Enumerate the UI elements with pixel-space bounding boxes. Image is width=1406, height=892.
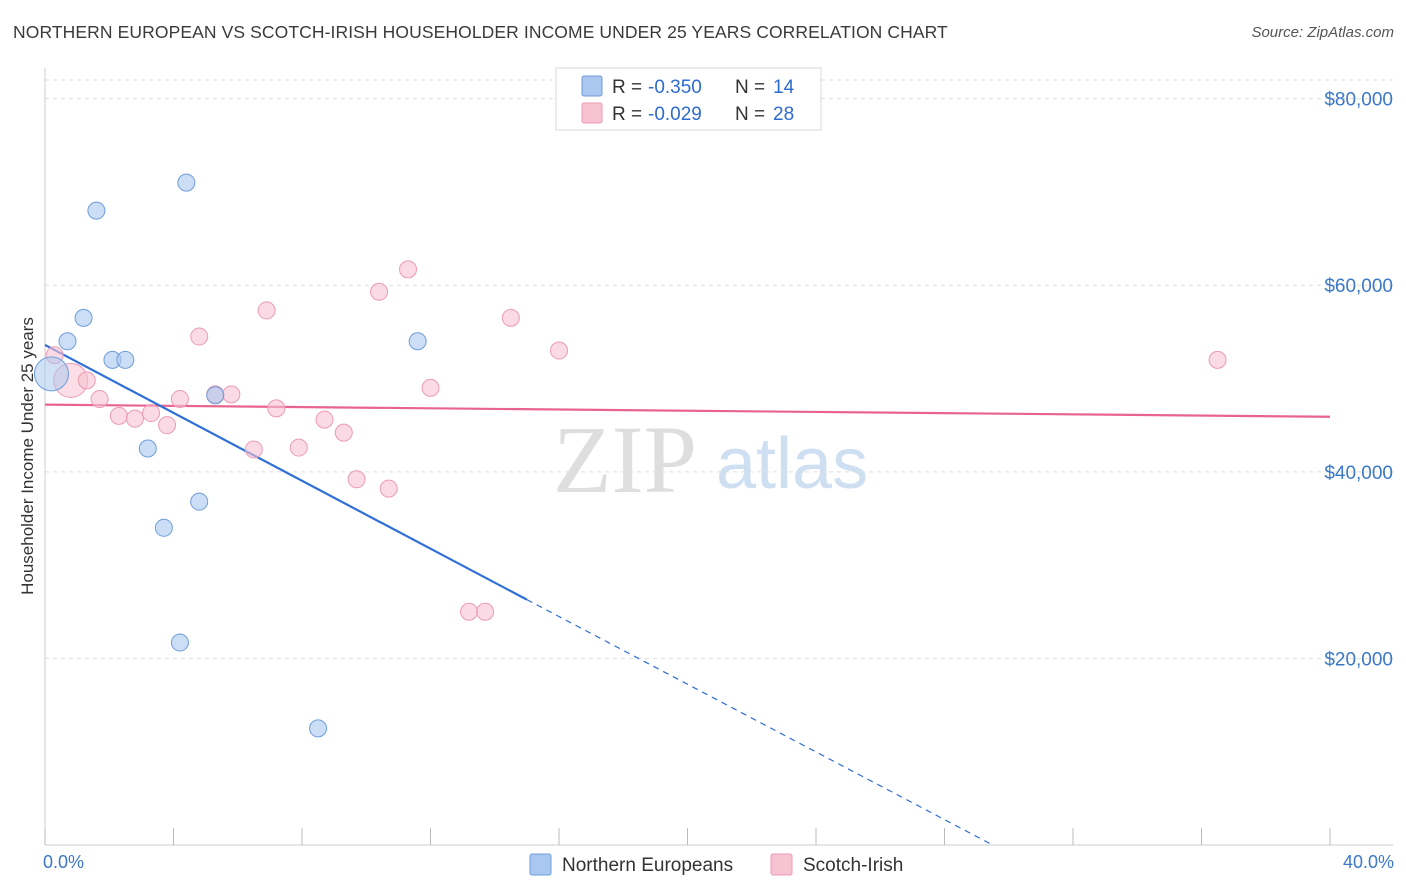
point-northern-europeans [408, 332, 427, 351]
point-scotch-irish [170, 390, 189, 409]
point-scotch-irish [501, 308, 520, 327]
point-northern-europeans [116, 350, 135, 369]
y-axis-tick-labels: $20,000 $40,000 $60,000 $80,000 [1324, 90, 1393, 671]
point-scotch-irish [77, 371, 96, 390]
y-tick-label: $40,000 [1324, 463, 1393, 484]
point-northern-europeans [190, 492, 209, 511]
point-scotch-irish [267, 399, 286, 418]
series-legend-swatch-northern-europeans [529, 853, 552, 876]
point-scotch-irish [222, 385, 241, 404]
legend-r-label-1: R = [612, 104, 642, 125]
legend-r-label-0: R = [612, 77, 642, 98]
legend-n-label-1: N = [735, 104, 765, 125]
point-scotch-irish [289, 438, 308, 457]
point-scotch-irish [347, 470, 366, 489]
point-scotch-irish [421, 378, 440, 397]
point-scotch-irish [125, 409, 144, 428]
point-scotch-irish [158, 416, 177, 435]
trend-lines [44, 343, 1331, 846]
series-legend-label-scotch-irish: Scotch-Irish [803, 855, 903, 876]
point-scotch-irish [460, 602, 479, 621]
point-northern-europeans [154, 518, 173, 537]
data-points [33, 173, 1227, 738]
trendline-northern-europeans [44, 343, 528, 601]
point-scotch-irish [399, 260, 418, 279]
trendline-scotch-irish [44, 403, 1331, 418]
point-scotch-irish [109, 406, 128, 425]
gridlines [45, 79, 1393, 659]
point-scotch-irish [370, 282, 389, 301]
y-tick-label: $60,000 [1324, 276, 1393, 297]
point-northern-europeans [58, 332, 77, 351]
point-scotch-irish [315, 410, 334, 429]
series-legend-label-northern-europeans: Northern Europeans [562, 855, 733, 876]
series-legend: Northern Europeans Scotch-Irish [529, 853, 903, 876]
y-tick-label: $80,000 [1324, 90, 1393, 111]
legend-swatch-scotch-irish [581, 102, 603, 124]
point-northern-europeans [87, 201, 106, 220]
source-label: Source: ZipAtlas.com [1251, 24, 1394, 41]
point-northern-europeans [74, 308, 93, 327]
point-northern-europeans [33, 356, 69, 392]
legend-n-value-0: 14 [773, 77, 795, 98]
x-axis-ticks [44, 828, 1331, 845]
point-scotch-irish [142, 404, 161, 423]
point-scotch-irish [476, 602, 495, 621]
watermark-zip: ZIP [553, 406, 697, 513]
point-scotch-irish [334, 423, 353, 442]
trendline-northern-europeans-extension [526, 599, 993, 846]
point-northern-europeans [170, 633, 189, 652]
point-northern-europeans [309, 719, 328, 738]
point-scotch-irish [90, 390, 109, 409]
legend-swatch-northern-europeans [581, 75, 603, 97]
point-scotch-irish [550, 341, 568, 360]
point-northern-europeans [138, 439, 157, 458]
point-scotch-irish [257, 301, 276, 320]
point-scotch-irish [379, 479, 398, 498]
x-tick-label-min: 0.0% [43, 852, 84, 872]
series-legend-swatch-scotch-irish [770, 853, 793, 876]
watermark-atlas: atlas [716, 424, 868, 504]
x-tick-label-max: 40.0% [1343, 852, 1394, 872]
point-scotch-irish [190, 327, 209, 346]
point-scotch-irish [1208, 350, 1227, 369]
watermark: ZIP atlas [553, 406, 868, 513]
legend-n-label-0: N = [735, 77, 765, 98]
axes [44, 68, 1393, 846]
legend-n-value-1: 28 [773, 104, 794, 125]
chart-title: NORTHERN EUROPEAN VS SCOTCH-IRISH HOUSEH… [13, 22, 948, 42]
point-northern-europeans [206, 386, 225, 405]
stats-legend: R = -0.350 N = 14 R = -0.029 N = 28 [555, 67, 822, 131]
legend-r-value-0: -0.350 [648, 77, 702, 98]
legend-r-value-1: -0.029 [648, 104, 702, 125]
y-axis-title: Householder Income Under 25 years [18, 317, 37, 595]
y-tick-label: $20,000 [1324, 649, 1393, 670]
point-northern-europeans [177, 173, 196, 192]
point-scotch-irish [244, 440, 263, 459]
